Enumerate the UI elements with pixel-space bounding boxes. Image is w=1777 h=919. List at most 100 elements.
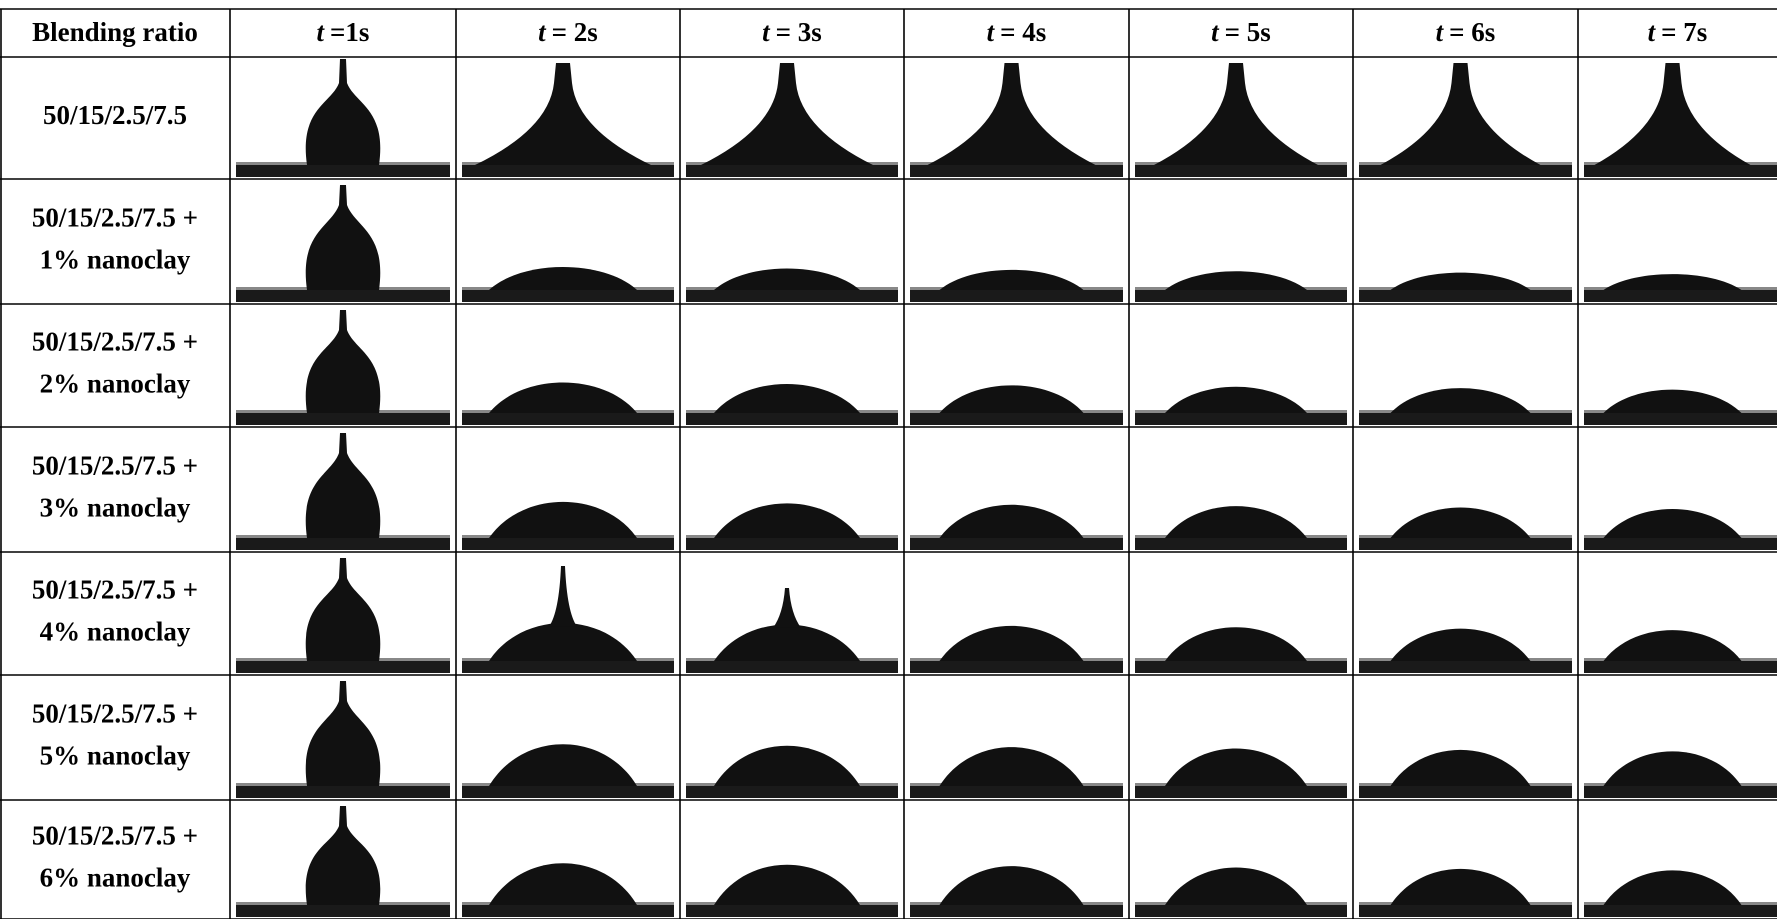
droplet-image: [462, 383, 674, 425]
substrate: [686, 905, 898, 917]
droplet-image: [1135, 387, 1347, 425]
substrate: [686, 413, 898, 425]
substrate: [1584, 786, 1777, 798]
droplet-image: [236, 310, 450, 425]
substrate: [1135, 661, 1347, 673]
droplet-image: [1584, 509, 1777, 550]
droplet: [1154, 63, 1318, 165]
droplet-image: [1359, 388, 1572, 425]
substrate: [462, 538, 674, 550]
substrate: [1359, 661, 1572, 673]
row-label: 50/15/2.5/7.5 +: [32, 821, 198, 851]
substrate: [1584, 290, 1777, 302]
droplet: [714, 624, 860, 661]
droplet: [1604, 630, 1742, 661]
droplet-image: [1359, 63, 1572, 177]
droplet: [306, 681, 381, 786]
droplet: [928, 63, 1096, 165]
time-value: = 4s: [1000, 17, 1046, 47]
droplet-image: [1135, 506, 1347, 550]
row-label: 6% nanoclay: [40, 863, 191, 893]
droplet: [306, 59, 381, 165]
substrate: [462, 413, 674, 425]
header-cell: t= 5s: [1211, 17, 1271, 47]
droplet: [1604, 390, 1742, 413]
substrate: [1135, 905, 1347, 917]
droplet: [1391, 273, 1531, 290]
droplet: [940, 270, 1084, 290]
droplet: [1165, 749, 1307, 787]
droplet-image: [686, 865, 898, 917]
time-value: = 6s: [1449, 17, 1495, 47]
droplet-image: [1584, 870, 1777, 917]
droplet-image: [462, 267, 674, 302]
droplet: [714, 384, 860, 413]
substrate: [1359, 165, 1572, 177]
substrate: [686, 290, 898, 302]
droplet-image: [1584, 390, 1777, 425]
header-cell: Blending ratio: [32, 17, 198, 47]
droplet-image: [462, 566, 674, 673]
row-label: 50/15/2.5/7.5 +: [32, 451, 198, 481]
droplet-image: [910, 385, 1123, 425]
droplet: [489, 744, 637, 786]
substrate: [686, 786, 898, 798]
substrate: [910, 661, 1123, 673]
droplet-image: [686, 63, 898, 177]
substrate: [686, 165, 898, 177]
substrate: [462, 661, 674, 673]
droplet-image: [686, 503, 898, 550]
substrate: [1359, 538, 1572, 550]
droplet: [1595, 63, 1751, 165]
substrate: [1584, 661, 1777, 673]
droplet-image: [1584, 274, 1777, 302]
droplet: [1381, 63, 1541, 165]
droplet-image: [462, 63, 674, 177]
substrate: [1135, 538, 1347, 550]
row-label: 3% nanoclay: [40, 493, 191, 523]
substrate: [1135, 290, 1347, 302]
droplet: [1604, 509, 1742, 538]
droplet-image: [462, 863, 674, 917]
droplet-image: [236, 681, 450, 798]
droplet: [489, 383, 637, 413]
time-variable: t: [317, 17, 326, 47]
row-label: 50/15/2.5/7.5 +: [32, 203, 198, 233]
droplet-image: [236, 59, 450, 177]
droplet-image: [686, 746, 898, 798]
droplet: [489, 502, 637, 538]
droplet: [940, 626, 1084, 661]
substrate: [1584, 165, 1777, 177]
droplet: [489, 267, 637, 290]
droplet: [1604, 870, 1742, 905]
row-label: 50/15/2.5/7.5 +: [32, 699, 198, 729]
droplet: [1604, 274, 1742, 290]
needle: [549, 566, 577, 627]
time-value: = 5s: [1225, 17, 1271, 47]
droplet: [306, 433, 381, 538]
droplet: [714, 503, 860, 538]
droplet-image: [236, 185, 450, 302]
row-label: 50/15/2.5/7.5 +: [32, 327, 198, 357]
time-variable: t: [1436, 17, 1445, 47]
time-variable: t: [1211, 17, 1220, 47]
droplet-image: [1359, 273, 1572, 302]
substrate: [236, 538, 450, 550]
row-label: 1% nanoclay: [40, 245, 191, 275]
substrate: [1584, 905, 1777, 917]
needle: [773, 588, 801, 628]
row-label: 5% nanoclay: [40, 741, 191, 771]
header-cell: t=1s: [317, 17, 370, 47]
droplet-image: [686, 588, 898, 673]
droplet-image: [1584, 630, 1777, 673]
substrate: [686, 661, 898, 673]
header-cell: t= 3s: [762, 17, 822, 47]
droplet: [489, 623, 637, 661]
droplet-image: [910, 866, 1123, 917]
droplet-table: Blending ratiot=1st= 2st= 3st= 4st= 5st=…: [0, 0, 1777, 919]
substrate: [910, 413, 1123, 425]
substrate: [1135, 413, 1347, 425]
droplet: [714, 865, 860, 905]
substrate: [1584, 538, 1777, 550]
droplet: [1391, 750, 1531, 786]
